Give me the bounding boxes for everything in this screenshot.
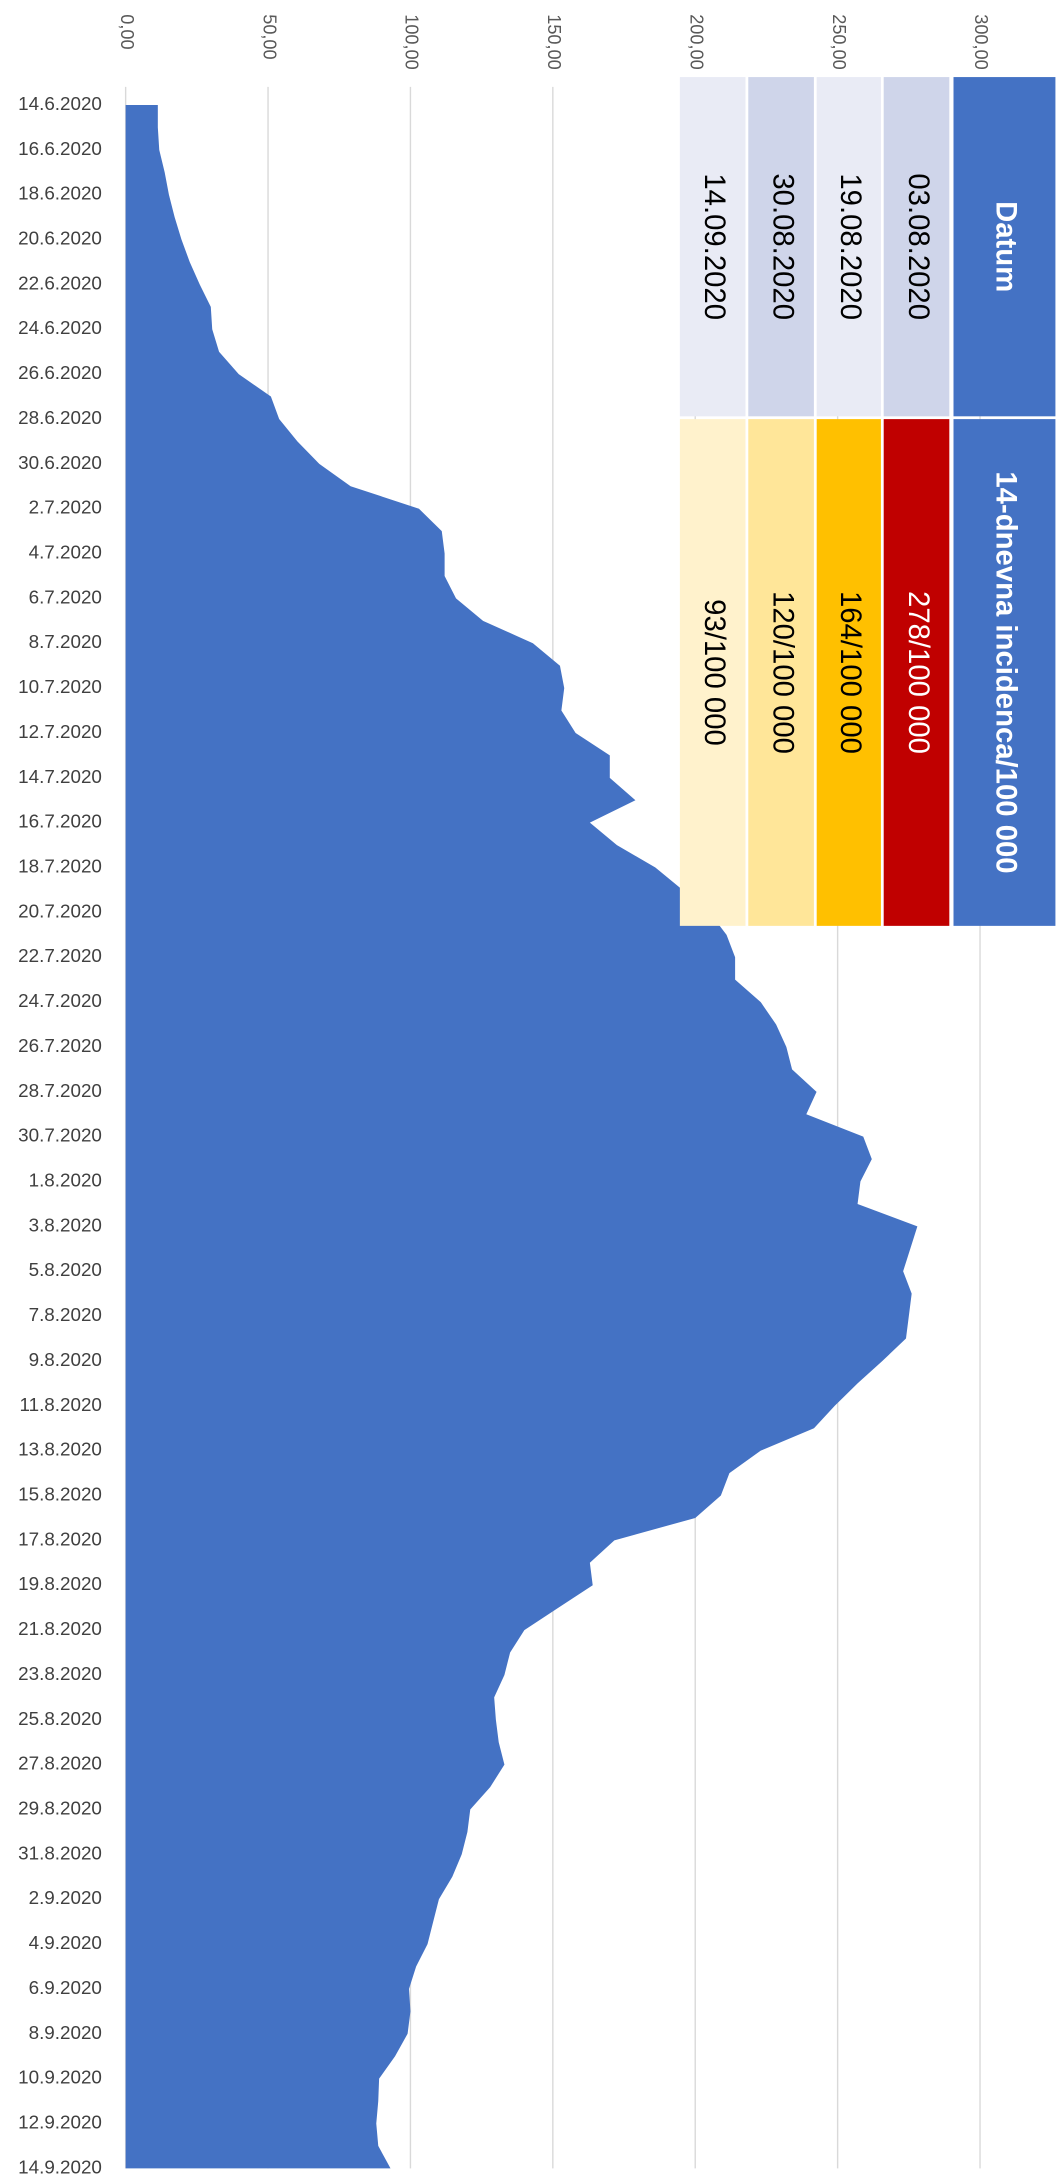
- x-tick-label: 30.7.2020: [18, 1125, 102, 1146]
- x-tick-label: 30.6.2020: [18, 452, 102, 473]
- y-tick-label: 200,00: [686, 14, 706, 69]
- x-tick-label: 20.7.2020: [18, 900, 102, 921]
- table-cell: [748, 77, 814, 417]
- x-tick-label: 21.8.2020: [18, 1618, 102, 1639]
- x-tick-label: 3.8.2020: [29, 1214, 102, 1235]
- x-tick-label: 10.9.2020: [18, 2067, 102, 2088]
- table-cell: [679, 77, 746, 417]
- y-tick-label: 250,00: [829, 14, 849, 69]
- y-tick-label: 100,00: [402, 14, 422, 69]
- cell-text: 120/100 000: [766, 591, 799, 754]
- table-cell: [883, 77, 950, 417]
- x-tick-label: 4.7.2020: [29, 542, 102, 563]
- x-tick-label: 24.7.2020: [18, 990, 102, 1011]
- y-tick-label: 50,00: [259, 14, 279, 59]
- x-tick-label: 28.7.2020: [18, 1080, 102, 1101]
- x-tick-label: 20.6.2020: [18, 228, 102, 249]
- cell-text: 14-dnevna incidenca/100 000: [990, 471, 1023, 873]
- x-tick-label: 5.8.2020: [29, 1259, 102, 1280]
- cell-text: 278/100 000: [902, 591, 935, 754]
- x-tick-label: 15.8.2020: [18, 1484, 102, 1505]
- x-tick-label: 26.6.2020: [18, 362, 102, 383]
- x-tick-label: 10.7.2020: [18, 676, 102, 697]
- x-tick-label: 8.9.2020: [29, 2022, 102, 2043]
- x-tick-label: 26.7.2020: [18, 1035, 102, 1056]
- x-tick-label: 23.8.2020: [18, 1663, 102, 1684]
- table-cell: [953, 419, 1056, 926]
- y-tick-label: 0,00: [117, 14, 137, 49]
- x-tick-label: 2.7.2020: [29, 497, 102, 518]
- x-tick-label: 16.7.2020: [18, 811, 102, 832]
- x-tick-label: 1.8.2020: [29, 1170, 102, 1191]
- y-tick-label: 150,00: [544, 14, 564, 69]
- table: Datum 14-dnevna incidenca/100 000 03.08.20…: [679, 77, 1056, 926]
- cell-text: 93/100 000: [698, 599, 731, 746]
- y-tick-label: 300,00: [971, 14, 991, 69]
- x-tick-label: 16.6.2020: [18, 138, 102, 159]
- x-tick-label: 12.7.2020: [18, 721, 102, 742]
- x-tick-label: 31.8.2020: [18, 1842, 102, 1863]
- x-tick-label: 8.7.2020: [29, 631, 102, 652]
- area: [125, 104, 918, 2169]
- x-tick-label: 14.6.2020: [18, 93, 102, 114]
- x-tick-label: 6.7.2020: [29, 586, 102, 607]
- x-tick-label: 27.8.2020: [18, 1753, 102, 1774]
- cell-text: 14.09.2020: [698, 173, 731, 320]
- x-tick-label: 11.8.2020: [20, 1394, 102, 1415]
- table-cell: [816, 419, 881, 926]
- x-tick-label: 12.9.2020: [18, 2111, 102, 2132]
- table-cell: [816, 77, 881, 417]
- cell-text: 03.08.2020: [902, 173, 935, 320]
- cell-text: 19.08.2020: [834, 173, 867, 320]
- cell-text: 164/100 000: [834, 591, 867, 754]
- cell-text: 30.08.2020: [766, 173, 799, 320]
- x-tick-label: 22.6.2020: [18, 272, 102, 293]
- cell-text: Datum: [990, 201, 1023, 292]
- x-tick-label: 4.9.2020: [29, 1932, 102, 1953]
- x-tick-label: 19.8.2020: [18, 1573, 102, 1594]
- x-tick-label: 6.9.2020: [29, 1977, 102, 1998]
- x-tick-label: 13.8.2020: [18, 1439, 102, 1460]
- x-tick-label: 14.7.2020: [18, 766, 102, 787]
- x-tick-label: 7.8.2020: [29, 1304, 102, 1325]
- x-tick-label: 29.8.2020: [18, 1797, 102, 1818]
- x-tick-label: 14.9.2020: [18, 2156, 102, 2177]
- x-tick-label: 24.6.2020: [18, 317, 102, 338]
- x-tick-label: 18.7.2020: [18, 856, 102, 877]
- table-cell: [953, 77, 1056, 417]
- table-cell: [748, 419, 814, 926]
- plot: [125, 104, 918, 2169]
- x-tick-label: 22.7.2020: [18, 945, 102, 966]
- x-tick-label: 25.8.2020: [18, 1708, 102, 1729]
- x-tick-label: 2.9.2020: [29, 1887, 102, 1908]
- x-tick-label: 9.8.2020: [29, 1349, 102, 1370]
- x-tick-label: 28.6.2020: [18, 407, 102, 428]
- x-tick-label: 17.8.2020: [18, 1528, 102, 1549]
- table-cell: [679, 419, 746, 926]
- x-tick-label: 18.6.2020: [18, 183, 102, 204]
- table-cell: [883, 419, 950, 926]
